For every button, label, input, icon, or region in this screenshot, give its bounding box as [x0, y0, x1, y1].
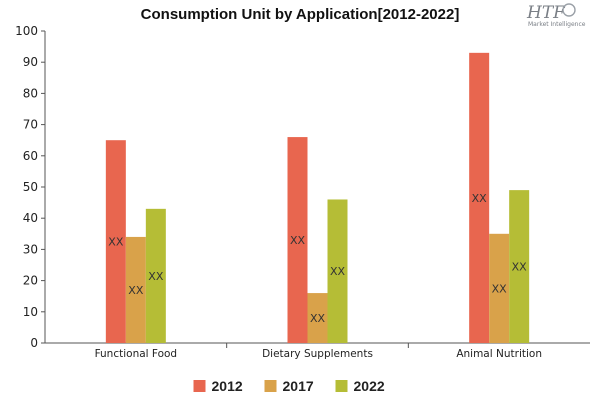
- legend: 2012 2017 2022: [193, 378, 385, 394]
- data-label: XX: [108, 236, 124, 249]
- bar-2017: [307, 293, 328, 343]
- y-tick-label: 0: [30, 336, 38, 350]
- y-tick-label: 80: [23, 86, 38, 100]
- axes: 0 10 20 30 40 50 60 70 80 90 100 Functional Food Die…: [15, 24, 590, 360]
- data-label: XX: [290, 234, 306, 247]
- bar-2022: [145, 208, 166, 343]
- legend-swatch-2017: [264, 380, 277, 392]
- data-label: XX: [330, 265, 346, 278]
- x-category-label: Animal Nutrition: [456, 348, 542, 360]
- legend-label: 2012: [212, 378, 243, 394]
- data-label: XX: [128, 284, 144, 297]
- legend-swatch-2022: [335, 380, 348, 392]
- globe-icon: [562, 3, 576, 17]
- bar-2022: [327, 199, 348, 343]
- y-tick-label: 70: [23, 118, 38, 132]
- data-label: XX: [472, 192, 488, 205]
- data-labels: XX XX XX XX XX XX XX XX XX: [108, 192, 527, 325]
- logo-subtext: Market Intelligence: [528, 21, 586, 28]
- brand-logo: HTF Market Intelligence: [526, 3, 586, 28]
- x-category-label: Dietary Supplements: [262, 348, 373, 360]
- y-tick-label: 10: [23, 305, 38, 319]
- legend-label: 2017: [283, 378, 314, 394]
- legend-swatch-2012: [193, 380, 206, 392]
- x-category-label: Functional Food: [95, 348, 178, 360]
- y-tick-label: 50: [23, 180, 38, 194]
- bar-2012: [469, 52, 490, 344]
- y-tick-label: 60: [23, 149, 38, 163]
- data-label: XX: [492, 282, 508, 295]
- y-tick-label: 100: [15, 24, 38, 38]
- bar-2022: [509, 190, 530, 343]
- y-tick-label: 30: [23, 242, 38, 256]
- legend-label: 2022: [354, 378, 385, 394]
- y-tick-label: 20: [23, 274, 38, 288]
- y-tick-label: 90: [23, 55, 38, 69]
- bar-2012: [105, 140, 126, 343]
- data-label: XX: [310, 312, 326, 325]
- chart-title: Consumption Unit by Application[2012-202…: [141, 6, 460, 23]
- bar-2017: [489, 233, 510, 343]
- bar-2012: [287, 137, 308, 343]
- y-tick-label: 40: [23, 211, 38, 225]
- data-label: XX: [512, 261, 528, 274]
- bar-2017: [125, 236, 146, 343]
- data-label: XX: [148, 270, 164, 283]
- logo-text: HTF: [526, 3, 566, 23]
- bars: [105, 52, 530, 344]
